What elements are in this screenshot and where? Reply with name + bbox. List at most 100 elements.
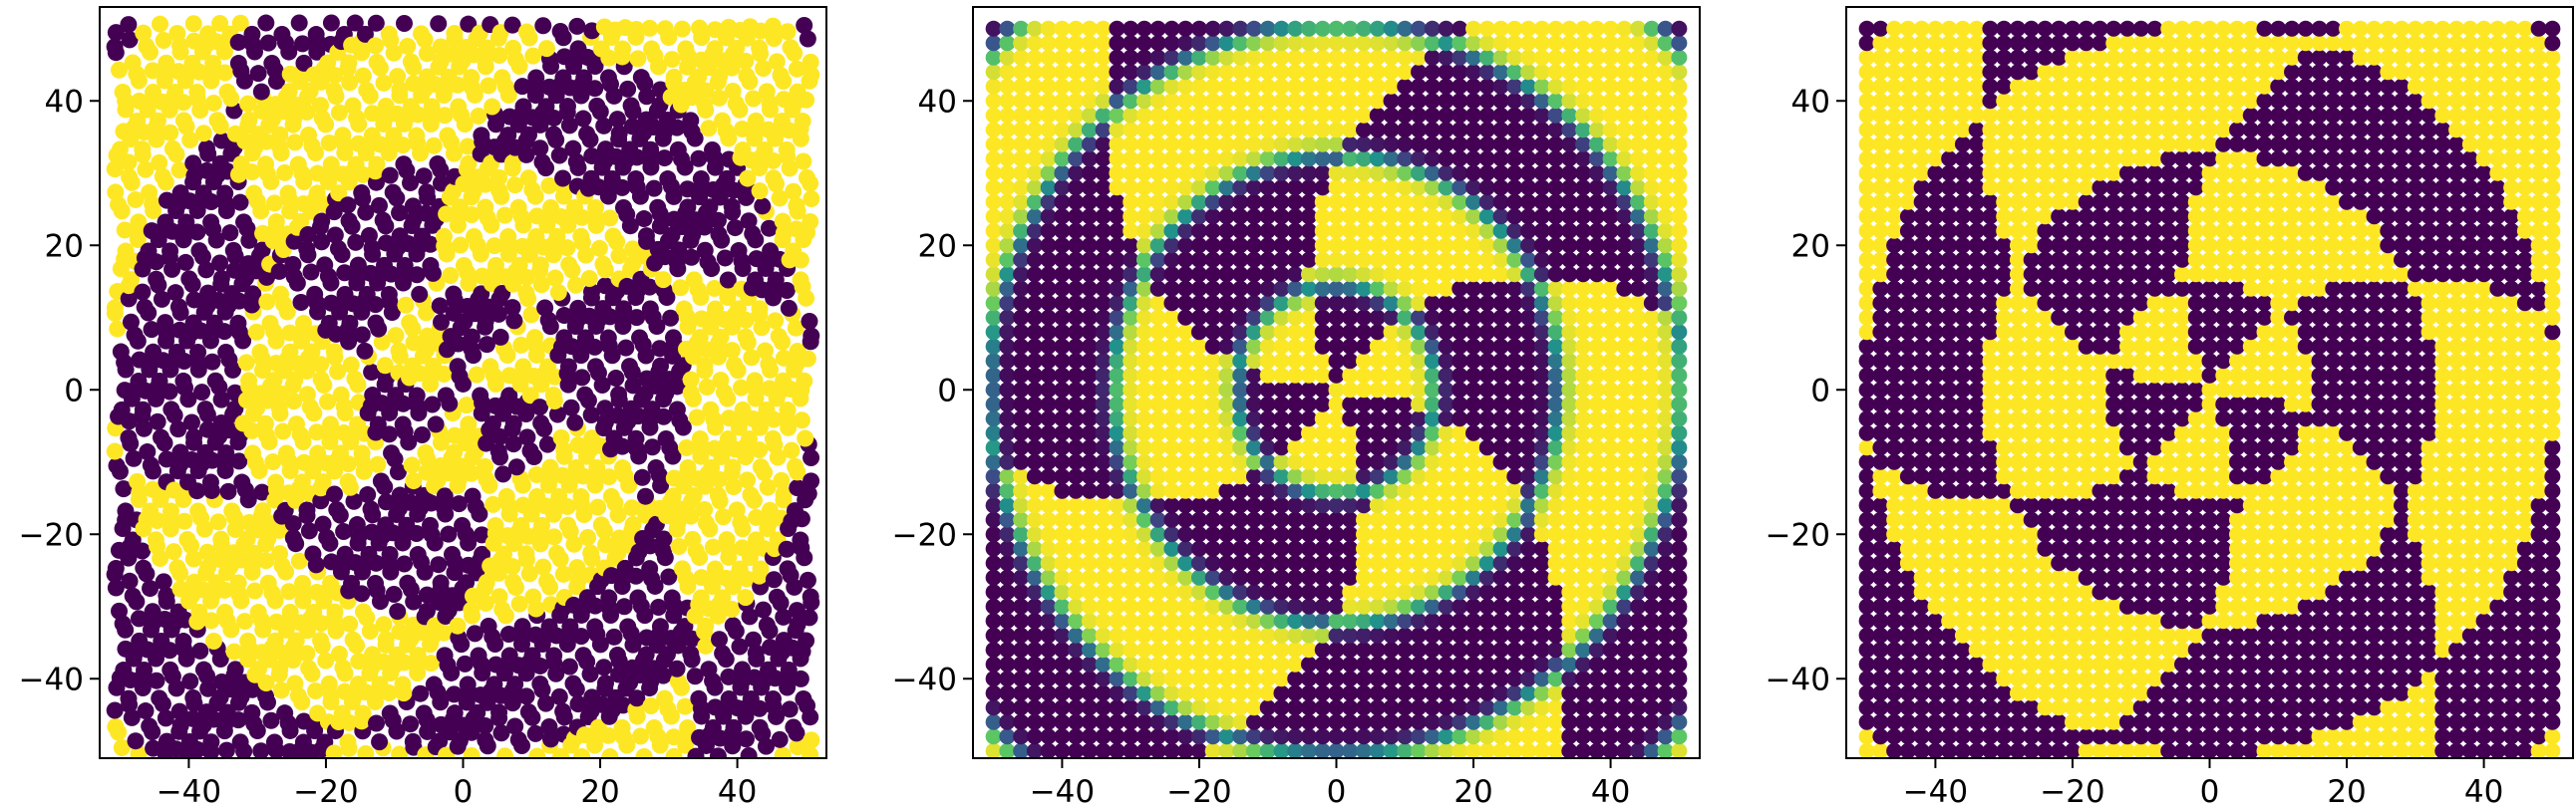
scatter-point bbox=[692, 169, 710, 187]
scatter-point bbox=[688, 408, 706, 426]
scatter-point bbox=[985, 208, 1002, 225]
scatter-point bbox=[402, 53, 420, 71]
scatter-point bbox=[1190, 251, 1207, 268]
scatter-point bbox=[1397, 324, 1414, 341]
scatter-point bbox=[1245, 382, 1262, 399]
scatter-point bbox=[1520, 93, 1537, 110]
scatter-point bbox=[1478, 671, 1495, 687]
scatter-point bbox=[1026, 613, 1043, 630]
scatter-point bbox=[1095, 728, 1112, 745]
scatter-point bbox=[1163, 295, 1180, 312]
scatter-point bbox=[138, 37, 156, 55]
scatter-point bbox=[1478, 642, 1495, 659]
scatter-point bbox=[1163, 49, 1180, 66]
scatter-point bbox=[158, 54, 175, 72]
scatter-point bbox=[1095, 511, 1112, 528]
scatter-point bbox=[1492, 164, 1509, 181]
scatter-point bbox=[298, 103, 316, 121]
scatter-point bbox=[1300, 338, 1317, 355]
scatter-point bbox=[330, 104, 348, 122]
scatter-point bbox=[1383, 107, 1400, 124]
scatter-point bbox=[1575, 309, 1592, 326]
scatter-point bbox=[628, 689, 646, 707]
scatter-point bbox=[1492, 627, 1509, 644]
scatter-point bbox=[1533, 569, 1550, 586]
scatter-point bbox=[796, 16, 813, 34]
scatter-point bbox=[1095, 150, 1112, 167]
scatter-point bbox=[751, 699, 769, 717]
scatter-point bbox=[985, 684, 1002, 701]
scatter-point bbox=[691, 329, 709, 347]
scatter-point bbox=[155, 573, 172, 591]
scatter-point bbox=[1163, 656, 1180, 673]
scatter-point bbox=[258, 268, 276, 286]
scatter-point bbox=[1054, 468, 1071, 485]
scatter-point bbox=[298, 362, 316, 380]
scatter-point bbox=[1218, 482, 1235, 499]
scatter-point bbox=[1081, 671, 1098, 687]
scatter-point bbox=[670, 241, 688, 259]
scatter-point bbox=[1328, 309, 1345, 326]
scatter-point bbox=[1300, 222, 1317, 239]
scatter-point bbox=[1533, 179, 1550, 196]
scatter-point bbox=[243, 557, 261, 575]
scatter-point bbox=[720, 668, 738, 685]
scatter-point bbox=[277, 444, 295, 462]
scatter-point bbox=[1300, 93, 1317, 110]
scatter-point bbox=[985, 497, 1002, 514]
scatter-point bbox=[272, 681, 290, 699]
scatter-point bbox=[1204, 353, 1221, 370]
scatter-point bbox=[1149, 584, 1166, 601]
scatter-point bbox=[201, 473, 219, 491]
scatter-point bbox=[1533, 122, 1550, 138]
scatter-point bbox=[1245, 497, 1262, 514]
scatter-point bbox=[1616, 642, 1633, 659]
scatter-point bbox=[216, 603, 234, 621]
scatter-point bbox=[580, 269, 598, 287]
scatter-point bbox=[1273, 266, 1290, 283]
scatter-point bbox=[450, 335, 468, 353]
scatter-point bbox=[1356, 656, 1373, 673]
scatter-point bbox=[1013, 656, 1030, 673]
scatter-point bbox=[1520, 468, 1537, 485]
scatter-point bbox=[1273, 728, 1290, 745]
scatter-point bbox=[1314, 35, 1331, 52]
scatter-point bbox=[1397, 49, 1414, 66]
scatter-point bbox=[1149, 699, 1166, 716]
scatter-point bbox=[286, 134, 304, 151]
scatter-point bbox=[152, 15, 169, 33]
scatter-point bbox=[1273, 511, 1290, 528]
scatter-point bbox=[1013, 164, 1030, 181]
scatter-point bbox=[1273, 164, 1290, 181]
scatter-point bbox=[1533, 642, 1550, 659]
scatter-point bbox=[161, 661, 179, 678]
scatter-point bbox=[803, 731, 820, 749]
scatter-point bbox=[1300, 150, 1317, 167]
scatter-point bbox=[1451, 309, 1468, 326]
scatter-point bbox=[999, 613, 1016, 630]
scatter-point bbox=[1602, 684, 1619, 701]
scatter-point bbox=[1259, 555, 1276, 572]
scatter-point bbox=[704, 141, 722, 159]
scatter-point bbox=[1561, 295, 1578, 312]
scatter-point bbox=[1177, 468, 1194, 485]
scatter-point bbox=[595, 117, 613, 135]
scatter-point bbox=[106, 38, 124, 56]
scatter-point bbox=[520, 565, 538, 583]
scatter-point bbox=[1149, 208, 1166, 225]
scatter-point bbox=[236, 613, 254, 631]
scatter-point bbox=[1383, 569, 1400, 586]
scatter-point bbox=[1273, 222, 1290, 239]
scatter-point bbox=[1533, 20, 1550, 37]
scatter-point bbox=[285, 110, 303, 128]
scatter-point bbox=[1478, 164, 1495, 181]
scatter-point bbox=[1397, 309, 1414, 326]
scatter-point bbox=[1245, 295, 1262, 312]
scatter-point bbox=[253, 241, 271, 259]
scatter-point bbox=[737, 328, 755, 346]
scatter-point bbox=[1451, 93, 1468, 110]
scatter-point bbox=[1369, 684, 1386, 701]
scatter-point bbox=[1520, 497, 1537, 514]
scatter-point bbox=[1478, 107, 1495, 124]
scatter-point bbox=[1204, 468, 1221, 485]
